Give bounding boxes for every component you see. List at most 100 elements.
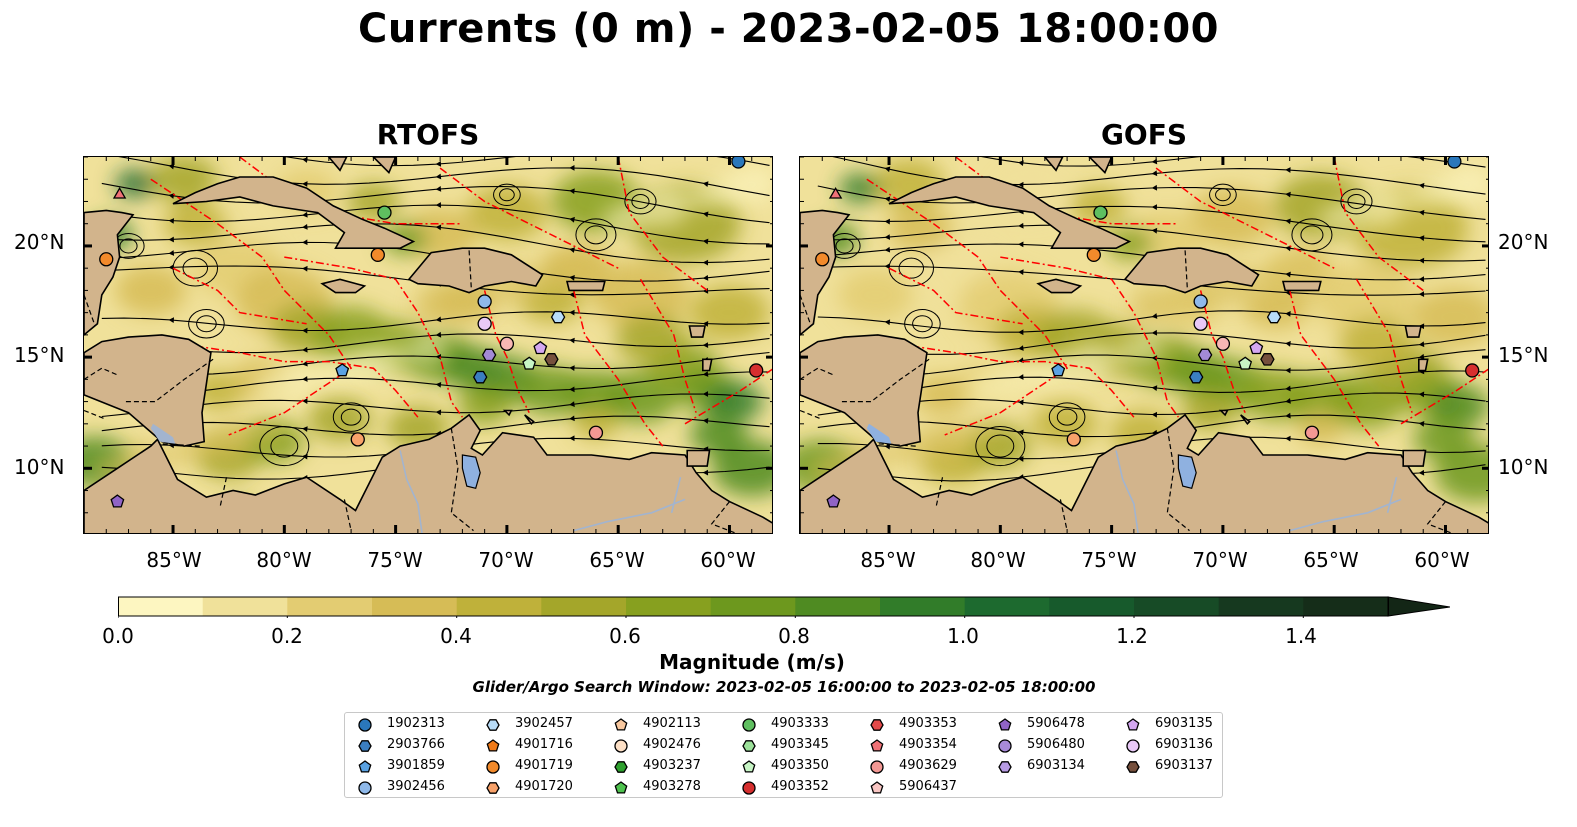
- eddy-streamline: [493, 183, 521, 206]
- eez-boundary: [1288, 290, 1380, 447]
- flow-arrow: [435, 381, 442, 388]
- river: [1386, 477, 1398, 513]
- eddy-streamline: [631, 193, 650, 209]
- platform-marker: [1304, 425, 1320, 440]
- lon-tick-label: 85°W: [860, 548, 916, 572]
- land-mass: [686, 449, 711, 467]
- eddy-streamline: [1347, 193, 1366, 209]
- colorbar-tick-label: 1.0: [947, 624, 979, 648]
- legend-marker-icon: [1126, 718, 1140, 731]
- flow-arrow: [435, 316, 442, 323]
- flow-arrow: [569, 401, 575, 407]
- streamline: [284, 157, 770, 167]
- legend-marker-icon: [614, 781, 628, 794]
- colorbar-tick-label: 0.8: [778, 624, 810, 648]
- eez-boundary: [617, 157, 708, 292]
- lake: [461, 454, 481, 490]
- flow-arrow: [435, 202, 441, 208]
- flow-arrow: [1418, 209, 1425, 216]
- flow-arrow: [1018, 399, 1024, 406]
- platform-marker: [472, 370, 488, 384]
- flow-arrow: [1418, 469, 1425, 476]
- legend-label: 5906480: [1027, 737, 1085, 752]
- flow-arrow: [1018, 241, 1024, 248]
- flow-arrow: [702, 274, 709, 281]
- colorbar-extend-arrow: [1387, 596, 1451, 617]
- flow-arrow: [435, 173, 442, 180]
- legend-label: 4902113: [643, 716, 701, 731]
- land-mass: [172, 176, 416, 249]
- colorbar-tick-label: 0.6: [609, 624, 641, 648]
- legend-marker-icon: [870, 760, 884, 774]
- colorbar-segment: [541, 597, 627, 616]
- eez-boundary: [284, 256, 464, 418]
- lon-tick-label: 60°W: [1414, 548, 1470, 572]
- country-border: [877, 443, 916, 447]
- platform-marker: [481, 348, 497, 362]
- legend-marker-icon: [358, 740, 372, 752]
- legend-label: 4901720: [515, 779, 573, 794]
- lake: [150, 423, 176, 444]
- flow-arrow: [569, 435, 575, 442]
- colorbar-tick-label: 1.4: [1285, 624, 1317, 648]
- river: [670, 477, 682, 513]
- platform-marker: [1465, 363, 1480, 378]
- eddy-streamline: [835, 238, 854, 254]
- flow-arrow: [569, 275, 575, 281]
- eddy-streamline: [575, 218, 617, 252]
- gofs-current-map: [799, 156, 1489, 534]
- land-mass: [1043, 157, 1064, 172]
- platform-marker: [370, 247, 385, 262]
- platform-marker: [731, 157, 746, 169]
- eez-boundary: [684, 368, 772, 425]
- flow-arrow: [1285, 385, 1291, 392]
- country-border: [161, 443, 200, 447]
- country-border: [84, 367, 118, 380]
- flow-arrow: [884, 263, 890, 270]
- flow-arrow: [569, 365, 575, 371]
- streamline: [817, 185, 1486, 220]
- flow-arrow: [1285, 167, 1291, 173]
- streamline: [101, 393, 770, 418]
- eez-boundary: [1333, 157, 1424, 292]
- country-border: [468, 250, 472, 289]
- flow-arrow: [1151, 170, 1158, 177]
- lat-tick-label-left: 15°N: [14, 343, 65, 367]
- figure-title: Currents (0 m) - 2023-02-05 18:00:00: [358, 6, 1219, 52]
- land-mass: [524, 414, 535, 426]
- eez-boundary: [1000, 256, 1180, 418]
- legend-label: 2903766: [387, 737, 445, 752]
- flow-arrow: [1018, 181, 1024, 188]
- country-border: [1166, 428, 1190, 532]
- flow-arrow: [435, 331, 442, 338]
- eddy-streamline: [332, 402, 370, 432]
- flow-arrow: [702, 469, 709, 476]
- lake: [1177, 454, 1197, 490]
- eez-boundary: [639, 278, 697, 413]
- streamline: [817, 414, 1486, 438]
- flow-arrow: [1151, 184, 1158, 191]
- eez-boundary: [572, 290, 664, 447]
- flow-arrow: [1418, 353, 1425, 360]
- eez-boundary: [439, 167, 619, 269]
- eddy-streamline: [270, 434, 299, 458]
- land-mass: [800, 334, 928, 447]
- flow-arrow: [1285, 191, 1291, 198]
- flow-arrow: [702, 417, 709, 424]
- country-border: [800, 294, 812, 327]
- flow-arrow: [302, 239, 308, 246]
- eez-boundary: [1155, 167, 1335, 269]
- flow-arrow: [569, 165, 575, 171]
- legend-label: 4902476: [643, 737, 701, 752]
- platform-marker: [1238, 356, 1253, 370]
- flow-arrow: [1418, 420, 1425, 427]
- lat-tick-label-right: 15°N: [1498, 343, 1549, 367]
- flow-arrow: [1018, 222, 1024, 229]
- eddy-streamline: [1056, 408, 1078, 426]
- legend-marker-icon: [742, 718, 756, 732]
- flow-arrow: [168, 193, 175, 199]
- streamline: [118, 157, 770, 197]
- colorbar-tick-label: 0.0: [102, 624, 134, 648]
- legend-label: 4903333: [771, 716, 829, 731]
- land-mass: [327, 157, 348, 172]
